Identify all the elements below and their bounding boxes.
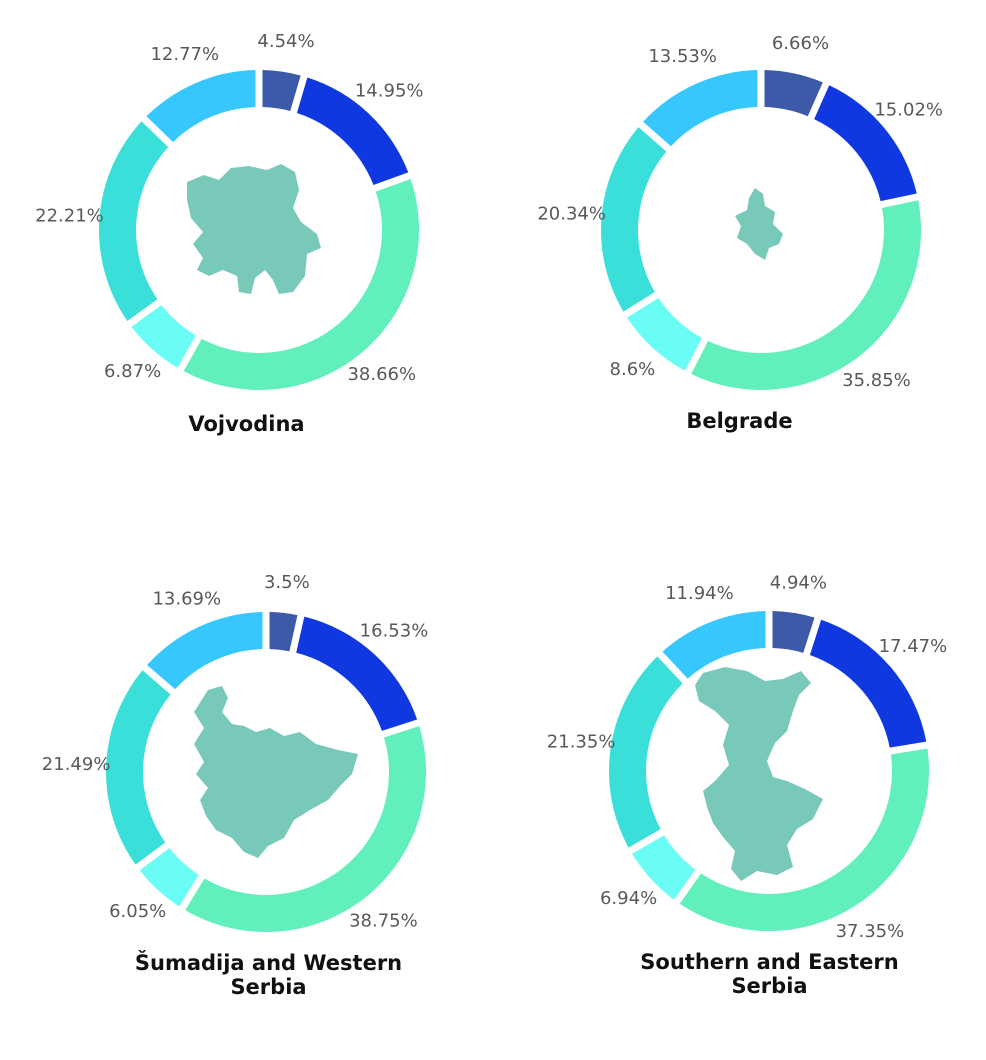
donut-segment	[147, 612, 263, 690]
region-map-shape	[187, 164, 321, 294]
segment-label: 17.47%	[879, 636, 948, 657]
donut-chart: 4.94% 17.47% 37.35% 6.94% 21.35% 11.94%	[547, 572, 948, 942]
segment-label: 13.69%	[152, 588, 221, 609]
donut-segment	[627, 297, 702, 371]
chart-title-line: Belgrade	[686, 409, 793, 433]
chart-title: Šumadija and Western Serbia	[22, 951, 515, 999]
segment-label: 21.49%	[42, 754, 111, 775]
donut-segment	[662, 611, 766, 679]
donut-segment	[146, 70, 256, 143]
donut-segment	[772, 611, 815, 653]
segment-label: 15.02%	[874, 99, 943, 120]
donut-segment	[601, 127, 667, 312]
donut-segment	[269, 612, 298, 652]
donut-segment	[99, 121, 169, 322]
segment-label: 6.87%	[104, 361, 161, 382]
segment-label: 22.21%	[35, 206, 104, 227]
donut-segment	[296, 616, 418, 731]
chart-title-line: Serbia	[731, 974, 808, 998]
donut-panel-sumadija: 3.5% 16.53% 38.75% 6.05% 21.49% 13.69% Šumadi…	[0, 530, 493, 1060]
segment-label: 6.66%	[772, 33, 829, 54]
segment-label: 3.5%	[264, 572, 310, 593]
segment-label: 6.94%	[600, 888, 657, 909]
segment-label: 13.53%	[648, 46, 717, 67]
region-map-shape	[194, 686, 358, 858]
segment-label: 4.54%	[257, 31, 314, 52]
chart-title-line: Šumadija and Western	[134, 951, 403, 975]
chart-title: Vojvodina	[0, 412, 493, 436]
chart-title: Southern and Eastern Serbia	[523, 950, 986, 998]
donut-panel-southern-eastern: 4.94% 17.47% 37.35% 6.94% 21.35% 11.94% South…	[493, 530, 986, 1060]
donut-segment	[183, 179, 419, 390]
chart-title: Belgrade	[493, 409, 986, 433]
donut-segment	[185, 726, 427, 932]
donut-segment	[106, 670, 171, 865]
donut-segment	[643, 70, 758, 147]
donut-segment	[679, 748, 929, 931]
segment-label: 35.85%	[842, 370, 911, 391]
segment-label: 37.35%	[836, 921, 905, 942]
segment-label: 12.77%	[150, 44, 219, 65]
segment-label: 4.94%	[770, 572, 827, 593]
segment-label: 20.34%	[537, 203, 606, 224]
segment-label: 38.66%	[347, 364, 416, 385]
donut-segment	[632, 835, 696, 900]
donut-segment	[296, 77, 409, 185]
donut-segment	[139, 848, 199, 907]
chart-title-line: Serbia	[230, 975, 307, 999]
donut-segment	[814, 85, 917, 202]
donut-panel-vojvodina: 4.54% 14.95% 38.66% 6.87% 22.21% 12.77% Vojvo…	[0, 0, 493, 530]
donut-chart: 6.66% 15.02% 35.85% 8.6% 20.34% 13.53%	[537, 33, 943, 391]
donut-segment	[809, 619, 927, 748]
donut-segment	[691, 200, 921, 390]
donut-segment	[609, 656, 683, 848]
chart-title-line: Southern and Eastern	[640, 950, 899, 974]
donut-segment	[131, 304, 196, 368]
region-map-shape	[695, 667, 823, 881]
chart-title-line: Vojvodina	[188, 412, 305, 436]
donut-chart: 4.54% 14.95% 38.66% 6.87% 22.21% 12.77%	[35, 31, 424, 390]
segment-label: 16.53%	[360, 621, 429, 642]
segment-label: 8.6%	[610, 359, 656, 380]
donut-panel-belgrade: 6.66% 15.02% 35.85% 8.6% 20.34% 13.53% Belgra…	[493, 0, 986, 530]
segment-label: 11.94%	[665, 583, 734, 604]
segment-label: 21.35%	[547, 732, 616, 753]
region-map-shape	[735, 188, 783, 260]
donut-segment	[262, 70, 301, 112]
segment-label: 38.75%	[349, 910, 418, 931]
donut-chart: 3.5% 16.53% 38.75% 6.05% 21.49% 13.69%	[42, 572, 429, 932]
segment-label: 6.05%	[109, 901, 166, 922]
donut-segment	[764, 70, 823, 117]
segment-label: 14.95%	[355, 81, 424, 102]
